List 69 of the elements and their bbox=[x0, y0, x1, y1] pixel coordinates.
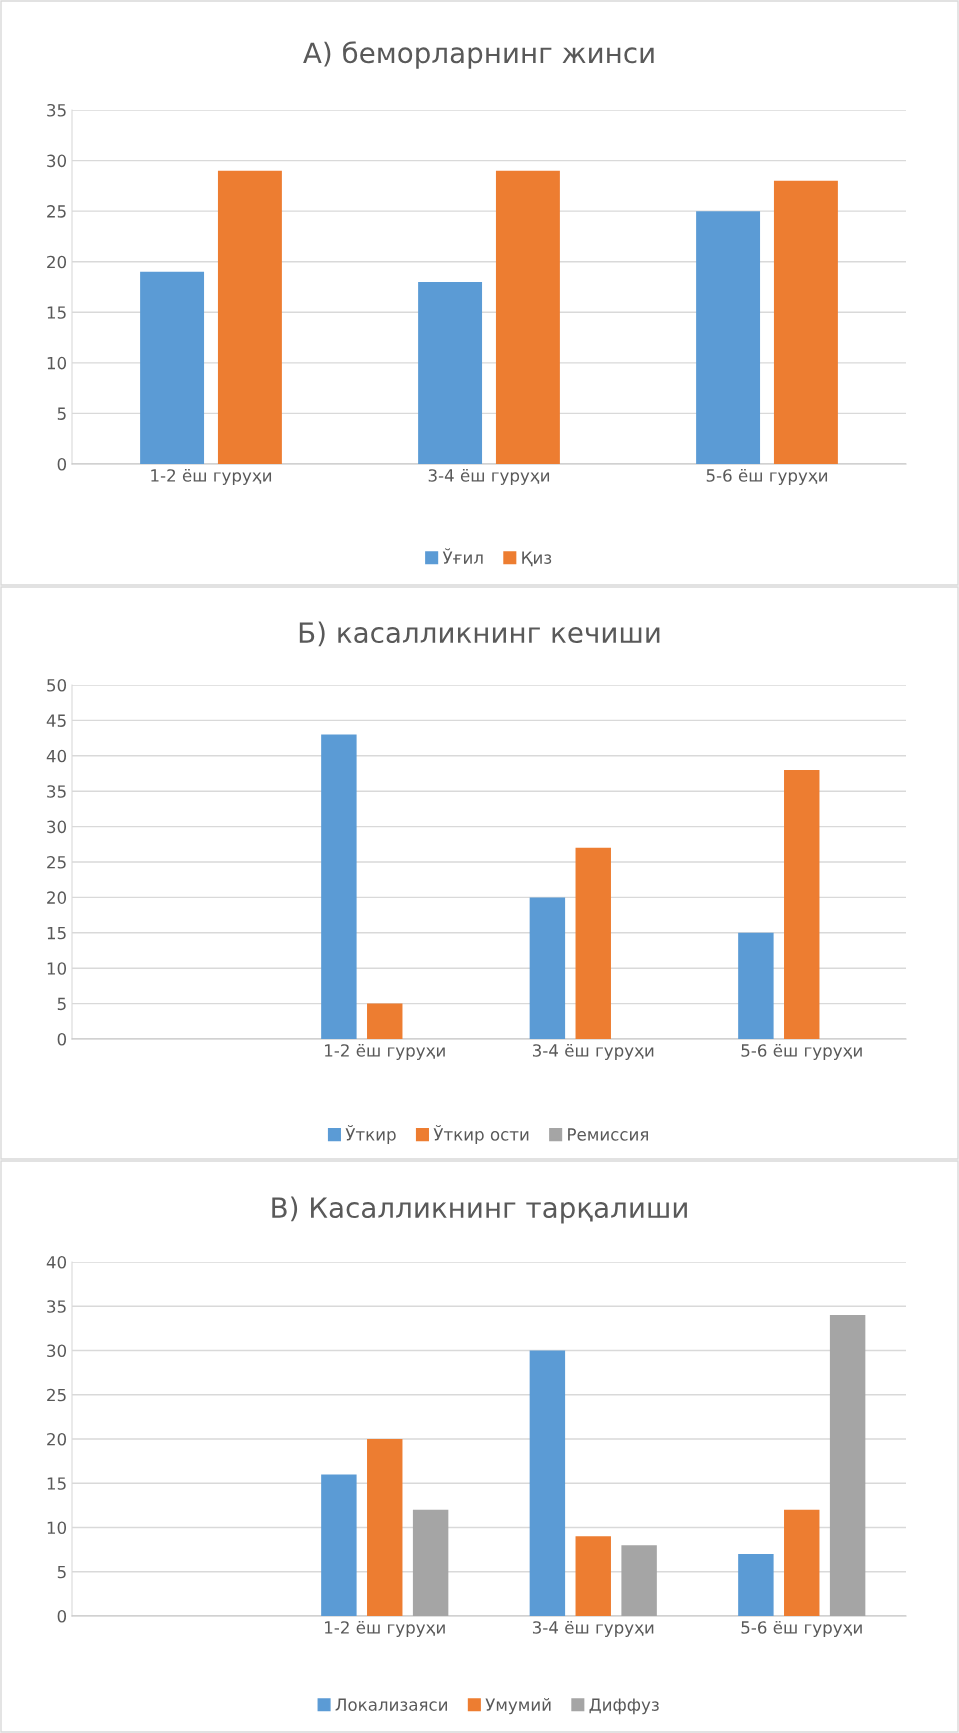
x-tick-label: 1-2 ёш гуруҳи bbox=[325, 1620, 445, 1637]
y-tick-label: 30 bbox=[47, 154, 67, 168]
x-tick-label: 1-2 ёш гуруҳи bbox=[151, 468, 272, 485]
bar bbox=[412, 1509, 449, 1616]
y-tick-label: 25 bbox=[47, 855, 66, 869]
legend-label: Умумий bbox=[485, 1698, 551, 1715]
x-tick-label: 3-4 ёш гуруҳи bbox=[428, 468, 550, 485]
bar bbox=[217, 170, 282, 464]
y-tick-label: 20 bbox=[47, 891, 67, 904]
bar bbox=[140, 271, 205, 464]
bar bbox=[529, 897, 566, 1039]
y-tick-label: 50 bbox=[47, 678, 67, 692]
bar bbox=[773, 180, 838, 464]
legend-label: Ўткир bbox=[345, 1125, 396, 1144]
y-tick-label: 25 bbox=[47, 1388, 66, 1402]
bar bbox=[621, 1545, 657, 1616]
x-tick-label: 5-6 ёш гуруҳи bbox=[741, 1043, 862, 1060]
y-tick-label: 0 bbox=[57, 1032, 67, 1046]
y-tick-label: 15 bbox=[47, 926, 66, 940]
legend-label: Ўғил bbox=[442, 548, 483, 564]
chart-title: А) беморларнинг жинси bbox=[303, 41, 654, 69]
y-tick-label: 30 bbox=[47, 1344, 67, 1358]
y-tick-label: 40 bbox=[46, 1255, 67, 1269]
x-tick-label: 3-4 ёш гуруҳи bbox=[532, 1620, 654, 1637]
legend-label: Ўткир ости bbox=[433, 1125, 529, 1144]
bar bbox=[367, 1439, 403, 1616]
bar bbox=[495, 170, 560, 464]
bar bbox=[829, 1315, 866, 1616]
legend-label: Локализаяси bbox=[335, 1698, 447, 1711]
y-tick-label: 0 bbox=[57, 1609, 67, 1623]
y-tick-label: 5 bbox=[57, 407, 66, 420]
bar bbox=[784, 769, 820, 1039]
y-tick-label: 20 bbox=[47, 255, 67, 269]
y-tick-label: 15 bbox=[47, 306, 66, 319]
bar bbox=[696, 211, 761, 464]
y-tick-label: 20 bbox=[47, 1432, 67, 1446]
bar bbox=[738, 1554, 774, 1616]
y-tick-label: 10 bbox=[47, 962, 67, 975]
y-tick-label: 35 bbox=[47, 1300, 66, 1313]
bar bbox=[367, 1003, 403, 1039]
y-tick-label: 15 bbox=[47, 1477, 66, 1490]
y-tick-label: 5 bbox=[57, 997, 66, 1011]
y-tick-label: 0 bbox=[57, 457, 67, 471]
x-tick-label: 5-6 ёш гуруҳи bbox=[706, 468, 828, 485]
chart-title: В) Касалликнинг тарқалиши bbox=[272, 1196, 687, 1224]
legend-label: Қиз bbox=[522, 551, 552, 567]
bar bbox=[575, 847, 611, 1039]
x-tick-label: 3-4 ёш гуруҳи bbox=[532, 1043, 654, 1060]
y-tick-label: 25 bbox=[47, 205, 66, 218]
bar bbox=[784, 1509, 820, 1616]
x-tick-label: 5-6 ёш гуруҳи bbox=[741, 1620, 862, 1637]
bar bbox=[321, 1474, 357, 1616]
y-tick-label: 5 bbox=[57, 1565, 66, 1579]
y-tick-label: 30 bbox=[47, 820, 67, 834]
y-tick-label: 10 bbox=[47, 1521, 67, 1535]
bar bbox=[738, 932, 774, 1039]
bar bbox=[321, 734, 357, 1039]
y-tick-label: 35 bbox=[47, 103, 66, 117]
bar bbox=[529, 1350, 566, 1616]
legend-label: Ремиссия bbox=[568, 1128, 648, 1141]
y-tick-label: 35 bbox=[47, 785, 66, 798]
y-tick-label: 40 bbox=[46, 749, 67, 763]
y-tick-label: 45 bbox=[46, 714, 66, 727]
bar bbox=[418, 281, 483, 464]
x-tick-label: 1-2 ёш гуруҳи bbox=[325, 1043, 445, 1060]
bar bbox=[575, 1536, 611, 1616]
y-tick-label: 10 bbox=[47, 356, 67, 370]
legend-label: Диффуз bbox=[589, 1698, 659, 1715]
chart-title: Б) касалликнинг кечиши bbox=[299, 621, 660, 647]
